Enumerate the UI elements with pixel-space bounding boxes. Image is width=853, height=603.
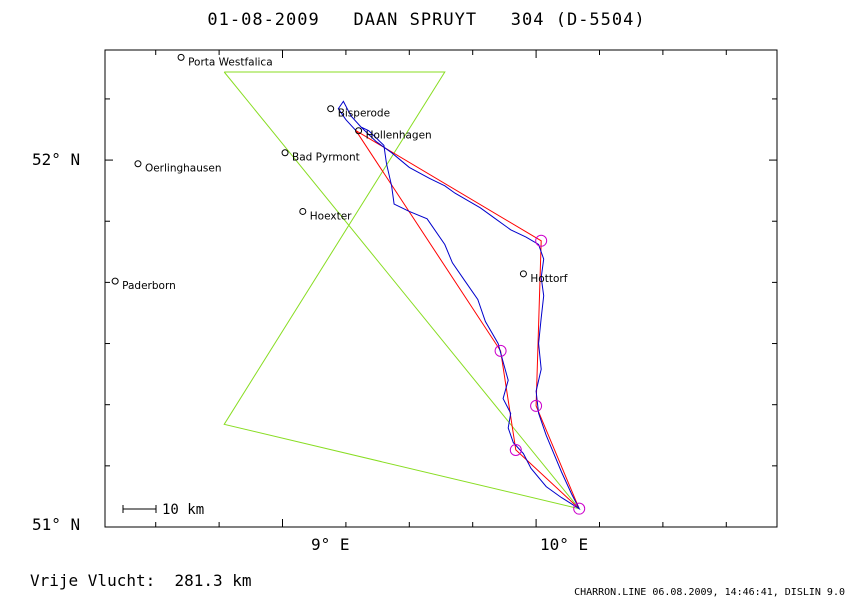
place-label: Hoexter	[310, 210, 352, 222]
scale-bar: 10 km	[122, 502, 204, 518]
place-marker	[519, 270, 527, 278]
task-route	[355, 130, 580, 510]
turnpoint-marker	[530, 399, 543, 412]
map-frame	[104, 49, 778, 528]
free-flight-summary: Vrije Vlucht: 281.3 km	[30, 571, 252, 590]
place-marker	[177, 53, 185, 61]
flight-date: 01-08-2009	[207, 10, 320, 30]
free-flight-distance: 281.3 km	[174, 571, 252, 590]
place-marker	[281, 149, 289, 157]
gps-track	[337, 100, 581, 511]
place-marker	[299, 207, 307, 215]
triangle-layer	[223, 71, 581, 510]
y-label-51: 51° N	[32, 515, 81, 534]
axis-ticks	[105, 50, 777, 528]
place-label: Porta Westfalica	[188, 56, 273, 68]
triangle-outline	[223, 71, 581, 510]
x-label-10: 10° E	[540, 535, 589, 554]
place-label: Hottorf	[530, 273, 567, 285]
flight-id: 304 (D-5504)	[510, 10, 646, 30]
place-label: Hollenhagen	[366, 130, 432, 142]
x-label-9: 9° E	[311, 535, 350, 554]
place-marker	[111, 277, 119, 285]
places-layer: Porta Westfalica Bisperode Hollenhagen Oerl…	[111, 53, 568, 292]
turnpoint-marker	[494, 344, 507, 357]
place-marker	[134, 160, 142, 168]
place-label: Paderborn	[122, 280, 176, 292]
pilot-name: DAAN SPRUYT	[353, 10, 478, 30]
place-label: Bisperode	[338, 108, 390, 120]
task-layer	[355, 130, 580, 510]
turnpoint-layer	[494, 234, 586, 515]
place-label: Oerlinghausen	[145, 163, 222, 175]
software-credit: CHARRON.LINE 06.08.2009, 14:46:41, DISLI…	[574, 587, 845, 598]
place-label: Bad Pyrmont	[292, 152, 360, 164]
y-label-52: 52° N	[32, 150, 81, 169]
turnpoint-marker	[509, 443, 522, 456]
turnpoint-marker	[573, 502, 586, 515]
turnpoint-marker	[535, 234, 548, 247]
place-marker	[355, 127, 363, 135]
flight-title: 01-08-2009 DAAN SPRUYT 304 (D-5504)	[0, 10, 853, 30]
scale-bar-label: 10 km	[162, 502, 204, 518]
free-flight-label: Vrije Vlucht:	[30, 571, 156, 590]
track-layer	[337, 100, 581, 511]
place-marker	[327, 105, 335, 113]
